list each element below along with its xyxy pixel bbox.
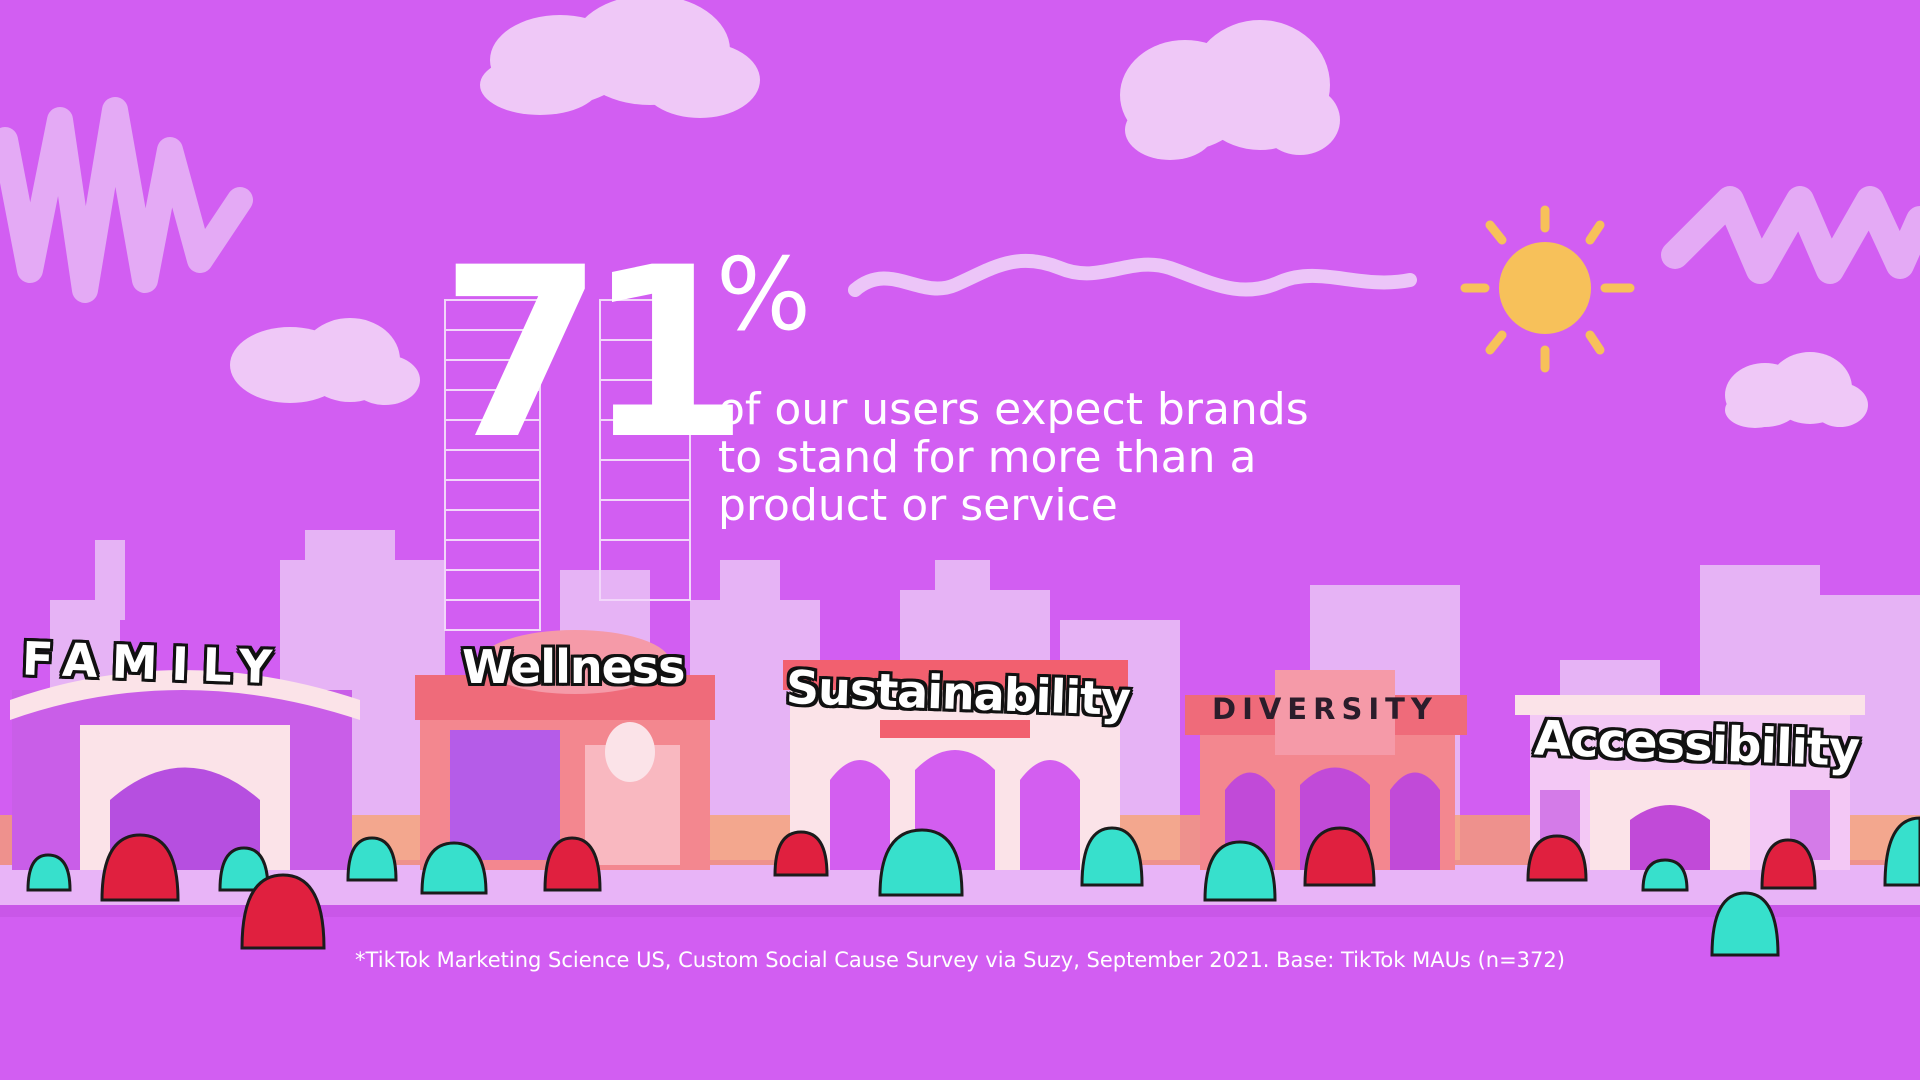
sun-icon (1460, 205, 1635, 373)
family-sign: FAMILY (21, 631, 287, 695)
building-icon (1515, 695, 1865, 870)
tower-sketch (444, 299, 691, 631)
stat-description-line: product or service (718, 480, 1118, 531)
building-icon (415, 630, 715, 870)
scribble-left-icon (0, 97, 253, 303)
stat-description: of our users expect brands to stand for … (718, 386, 1338, 530)
stat-description-line: to stand for more than a (718, 432, 1257, 483)
stat-description-line: of our users expect brands (718, 384, 1309, 435)
accessibility-sign: Accessibility (1533, 710, 1861, 778)
cloud-icon (1120, 20, 1340, 160)
diversity-sign: DIVERSITY (1212, 692, 1438, 726)
cloud-icon (1725, 352, 1868, 428)
percent-sign: % (716, 236, 812, 353)
stat-percentage-number: 71 (440, 218, 749, 491)
cloud-icon (480, 0, 760, 118)
scribble-right-icon (1661, 186, 1920, 284)
wellness-sign: Wellness (462, 640, 686, 694)
squiggle-icon (848, 253, 1417, 297)
cloud-icon (230, 318, 420, 405)
building-icon (10, 670, 360, 870)
source-footnote: *TikTok Marketing Science US, Custom Soc… (355, 948, 1565, 972)
building-icon (783, 660, 1128, 870)
road (0, 905, 1920, 917)
blob-character-icon (26, 816, 1920, 957)
